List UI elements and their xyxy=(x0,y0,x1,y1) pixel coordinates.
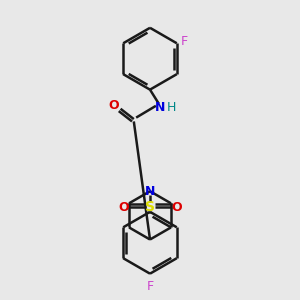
Text: O: O xyxy=(109,99,119,112)
Text: F: F xyxy=(146,280,154,293)
Text: N: N xyxy=(145,185,155,198)
Text: O: O xyxy=(171,201,182,214)
Text: S: S xyxy=(145,200,155,214)
Text: O: O xyxy=(118,201,129,214)
Text: F: F xyxy=(181,35,188,48)
Text: H: H xyxy=(167,101,176,114)
Text: N: N xyxy=(155,101,166,114)
